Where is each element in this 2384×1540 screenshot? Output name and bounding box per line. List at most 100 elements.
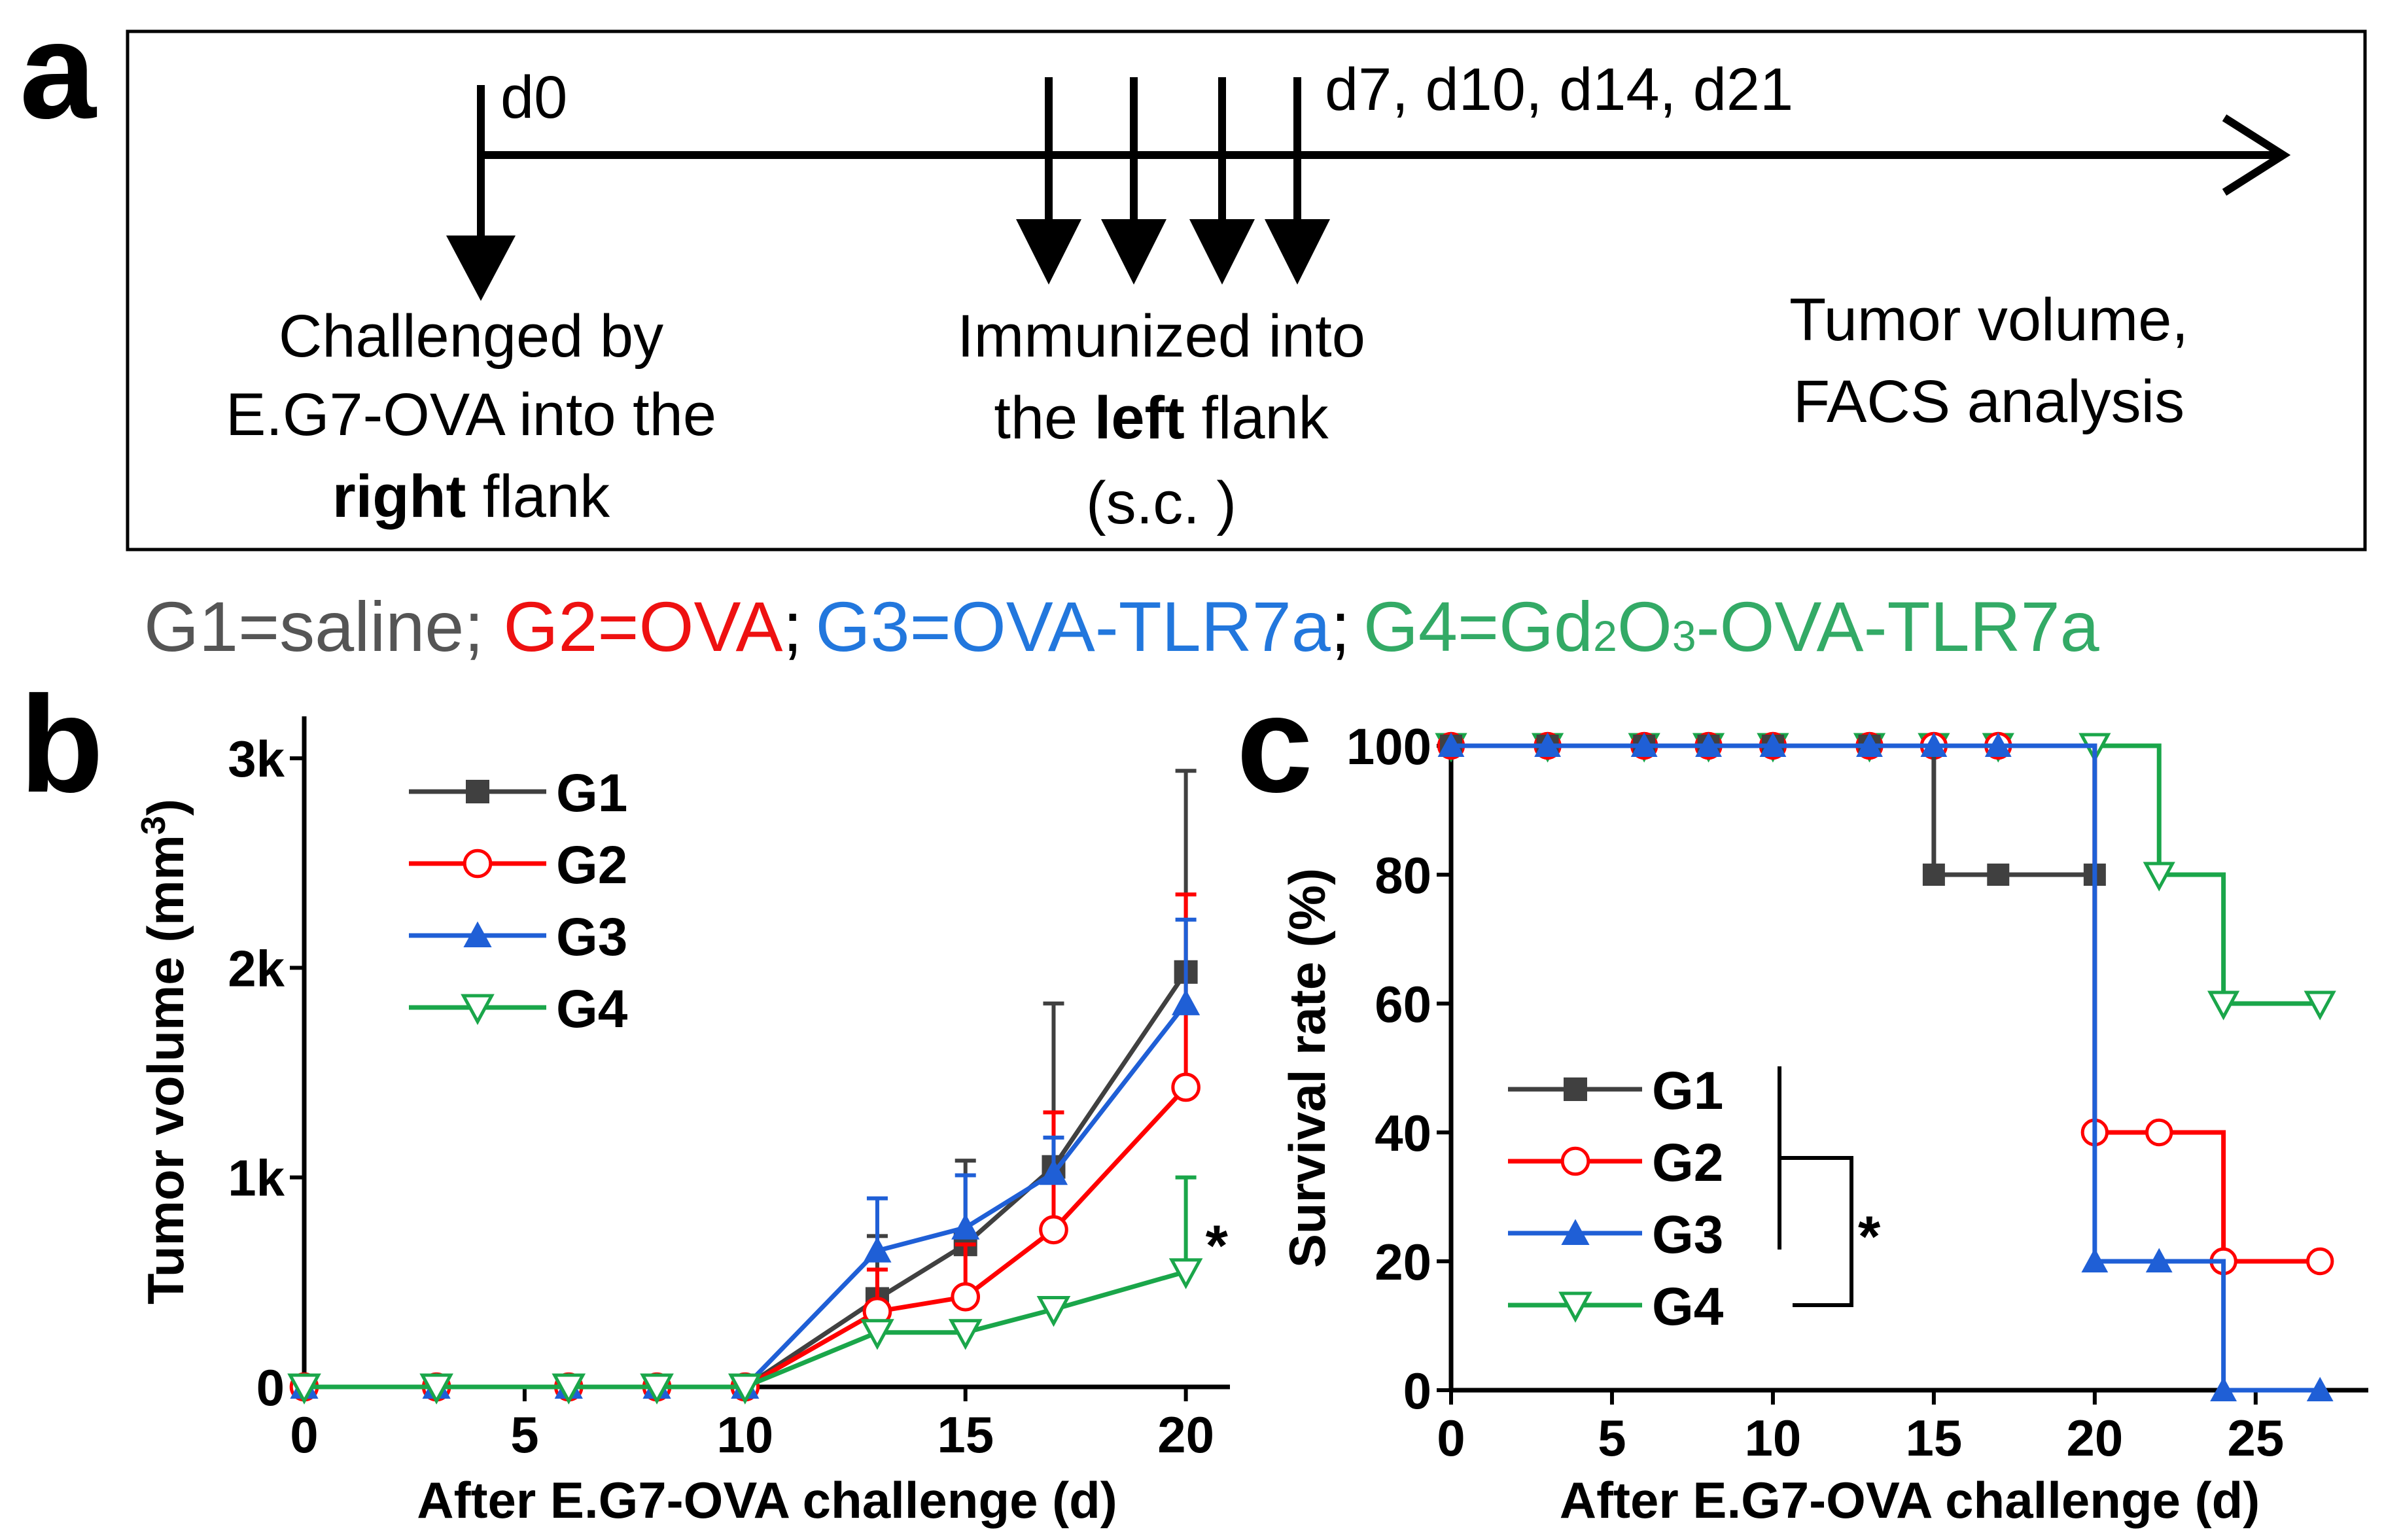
panel-b-y-label-main: Tumor volume (mm	[137, 835, 194, 1304]
data-point	[2145, 1248, 2173, 1272]
panel-c-x-axis-label: After E.G7-OVA challenge (d)	[1560, 1471, 2260, 1529]
data-point	[1437, 732, 1465, 757]
data-point	[2145, 1118, 2173, 1147]
data-point	[1534, 732, 1561, 757]
panel-c-y-tick-label: 80	[1375, 847, 1431, 904]
separator-2: ;	[1331, 587, 1350, 666]
immunization-days-label: d7, d10, d14, d21	[1325, 56, 1793, 123]
data-point	[2304, 990, 2336, 1021]
legend-marker-G4	[461, 994, 495, 1025]
timeline-arrowhead	[2222, 114, 2291, 196]
g2-definition: G2=OVA	[503, 587, 782, 666]
panel-c-x-tick-label: 15	[1906, 1409, 1963, 1467]
data-point	[951, 1213, 980, 1240]
panel-c-series-G4	[1435, 733, 2336, 1021]
immunized-caption-line3: (s.c. )	[1086, 470, 1236, 536]
data-point	[1922, 864, 1945, 886]
panel-c-y-tick-label: 40	[1375, 1104, 1431, 1162]
panel-b-x-tick-label: 20	[1157, 1406, 1214, 1463]
survival-step-line	[1451, 743, 2321, 1006]
survival-step-line	[1451, 743, 2321, 1264]
data-point	[1630, 732, 1658, 757]
right-flank-rest: flank	[466, 463, 610, 530]
panel-c-y-tick-label: 60	[1375, 975, 1431, 1033]
panel-c-legend: G1 G2 G3 G4	[1508, 1061, 1853, 1337]
panel-b-y-tick-label: 2k	[228, 939, 285, 997]
panel-b-x-axis-label: After E.G7-OVA challenge (d)	[417, 1471, 1117, 1529]
data-point	[863, 1236, 892, 1263]
right-bold: right	[332, 463, 466, 530]
data-point	[1695, 732, 1722, 757]
g4-definition-b: O	[1617, 587, 1672, 666]
data-point	[1172, 989, 1201, 1015]
panel-b-series-G3	[290, 917, 1201, 1399]
readout-caption-line2: FACS analysis	[1793, 368, 2184, 435]
panel-b-axes: 0 5 10 15 20 0 1k 2k 3k	[228, 716, 1230, 1463]
panel-c-series-G3	[1437, 732, 2334, 1401]
data-point	[860, 1319, 894, 1350]
panel-c-y-tick-label: 0	[1403, 1362, 1431, 1420]
series-line	[304, 1269, 1187, 1390]
separator-1: ;	[783, 587, 803, 666]
significance-bracket	[1779, 1156, 1853, 1307]
panel-c-y-tick-label: 20	[1375, 1233, 1431, 1291]
panel-a-frame	[126, 29, 2367, 551]
left-bold: left	[1095, 385, 1185, 451]
legend-label-G3: G3	[1652, 1205, 1723, 1265]
challenge-caption-line2: E.G7-OVA into the	[226, 381, 716, 448]
panel-c-axes: 0 5 10 15 20 25 0 20 40 60 80 100	[1346, 718, 2368, 1467]
data-point	[1039, 1215, 1068, 1245]
data-point	[1856, 732, 1883, 757]
legend-label-G4: G4	[1652, 1277, 1724, 1337]
panel-a: a d0 d7, d10, d14, d21 Challenged by E.G…	[20, 0, 2367, 551]
panel-c-x-tick-label: 5	[1598, 1409, 1626, 1467]
data-point	[287, 1373, 321, 1405]
data-point	[1920, 732, 1948, 757]
data-point	[2081, 1248, 2109, 1272]
panel-b-series-G4	[287, 1175, 1203, 1405]
g4-definition-a: G4=Gd	[1363, 587, 1593, 666]
challenge-caption-line3: right flank	[332, 463, 610, 530]
g4-subscript-2: 3	[1672, 612, 1696, 660]
panel-label-c: c	[1236, 667, 1313, 821]
group-definitions: G1=saline; G2=OVA; G3=OVA-TLR7a; G4=Gd2O3-O…	[144, 587, 2100, 666]
immunized-pre: the	[994, 385, 1094, 451]
panel-c-x-tick-label: 0	[1437, 1409, 1465, 1467]
data-point	[552, 1373, 586, 1405]
immunized-post: flank	[1185, 385, 1329, 451]
data-point	[1987, 864, 2010, 886]
challenge-caption-line1: Challenged by	[279, 303, 663, 370]
data-point	[2143, 862, 2175, 892]
panel-b-series-G2	[289, 892, 1201, 1402]
panel-c-x-tick-label: 20	[2066, 1409, 2123, 1467]
data-point	[2210, 1376, 2237, 1401]
legend-label-G2: G2	[556, 835, 627, 895]
legend-label-G1: G1	[556, 763, 627, 823]
panel-label-b: b	[20, 667, 103, 821]
immunization-arrows	[1016, 77, 1330, 285]
panel-c-x-tick-label: 10	[1745, 1409, 1802, 1467]
legend-marker-G2	[463, 849, 493, 879]
immunized-caption-line1: Immunized into	[957, 303, 1365, 370]
panel-b-y-label-sup: 3	[135, 816, 173, 835]
legend-marker-G3	[1561, 1219, 1590, 1245]
group-definition-line: G1=saline; G2=OVA; G3=OVA-TLR7a; G4=Gd2O3-O…	[144, 587, 2100, 666]
panel-b-y-tick-label: 0	[256, 1359, 285, 1416]
panel-c-significance-star: *	[1858, 1204, 1881, 1269]
panel-b-x-tick-label: 0	[290, 1406, 318, 1463]
panel-b-series	[287, 769, 1203, 1405]
data-point	[1984, 732, 2012, 757]
data-point	[727, 1373, 762, 1405]
g4-definition-c: -OVA-TLR7a	[1696, 587, 2100, 666]
d0-arrowhead	[446, 236, 516, 301]
g4-subscript-1: 2	[1593, 612, 1617, 660]
legend-marker-G2	[1560, 1146, 1590, 1176]
panel-b-y-tick-label: 1k	[228, 1149, 285, 1207]
panel-c-chart: c 0 5 10 15 20 25 0 20 40 60 80 100 After E.G7-OVA …	[1236, 667, 2368, 1529]
legend-marker-G1	[1564, 1077, 1587, 1101]
panel-b-x-tick-label: 10	[716, 1406, 773, 1463]
panel-c-series-G2	[1437, 731, 2334, 1276]
panel-b-y-tick-label: 3k	[228, 730, 285, 788]
data-point	[1168, 1258, 1203, 1289]
data-point	[2207, 990, 2240, 1021]
